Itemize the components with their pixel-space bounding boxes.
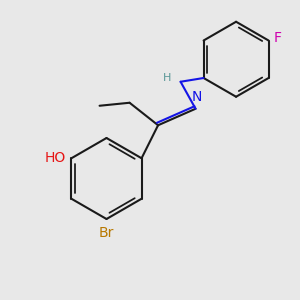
Text: H: H bbox=[163, 73, 171, 83]
Text: Br: Br bbox=[99, 226, 114, 240]
Text: HO: HO bbox=[45, 151, 66, 165]
Text: N: N bbox=[192, 90, 202, 104]
Text: F: F bbox=[274, 31, 282, 45]
